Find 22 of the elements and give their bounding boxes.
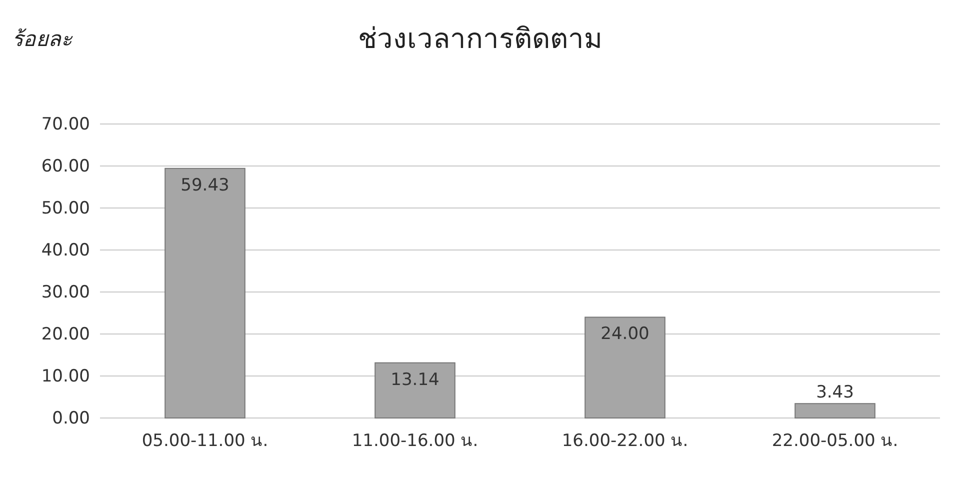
y-tick-label: 30.00 [41, 282, 90, 302]
y-tick-label: 20.00 [41, 324, 90, 344]
data-label: 59.43 [180, 175, 230, 196]
chart-title: ช่วงเวลาการติดตาม [358, 22, 602, 55]
bar [164, 168, 246, 418]
x-tick-label: 11.00-16.00 น. [352, 431, 478, 452]
y-tick-label: 70.00 [41, 114, 90, 134]
y-tick-label: 10.00 [41, 366, 90, 386]
y-axis-title: ร้อยละ [12, 27, 73, 51]
bar [794, 403, 876, 418]
x-tick-label: 16.00-22.00 น. [562, 431, 688, 452]
x-tick-label: 05.00-11.00 น. [142, 431, 268, 452]
data-label: 3.43 [816, 382, 854, 403]
y-tick-label: 40.00 [41, 240, 90, 260]
x-tick-label: 22.00-05.00 น. [772, 431, 898, 452]
data-label: 24.00 [600, 324, 650, 344]
bar [584, 316, 666, 418]
y-tick-label: 0.00 [52, 408, 90, 428]
bar [374, 362, 456, 418]
y-tick-label: 60.00 [41, 156, 90, 176]
y-tick-label: 50.00 [41, 198, 90, 218]
data-label: 13.14 [390, 370, 440, 390]
